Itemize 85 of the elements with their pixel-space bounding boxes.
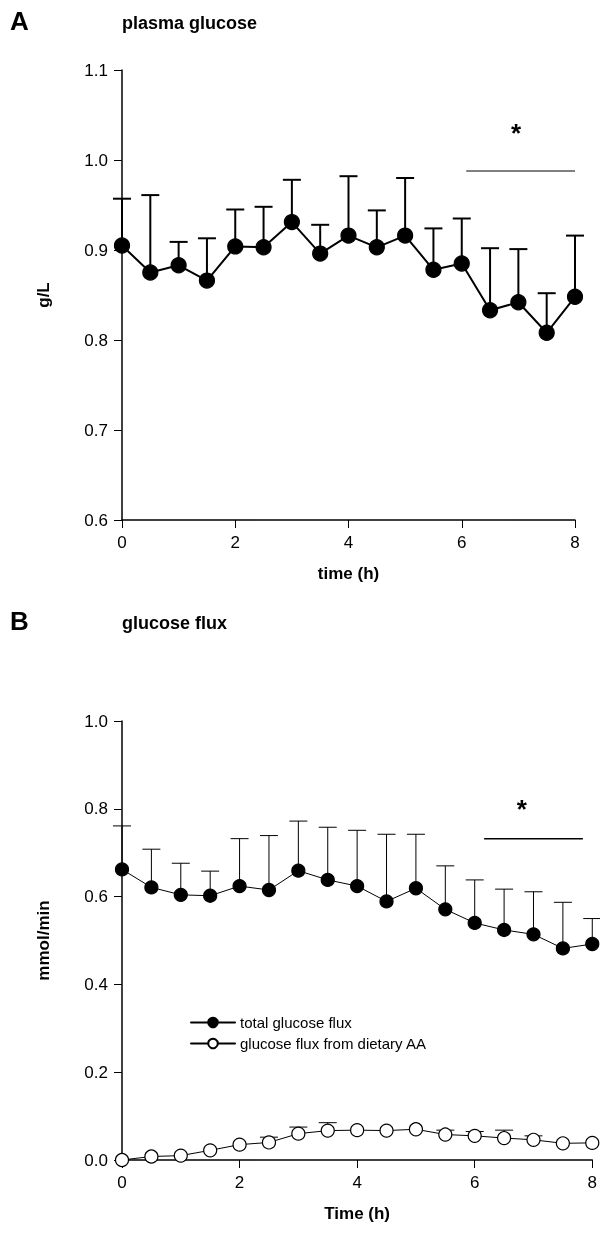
x-axis-title: time (h) [317, 564, 380, 583]
point [425, 261, 442, 278]
legend-label: total glucose flux [240, 1014, 353, 1031]
point [203, 1143, 218, 1158]
text: B [10, 606, 29, 636]
point [320, 1123, 335, 1138]
point [555, 941, 570, 956]
point [340, 227, 357, 244]
x-tick-label: 4 [352, 1173, 362, 1192]
x-tick-label: 2 [230, 533, 240, 552]
point [497, 1130, 512, 1146]
point [312, 245, 329, 262]
point [585, 936, 600, 952]
point [173, 1148, 188, 1163]
point [526, 927, 541, 942]
point [510, 294, 527, 311]
point [113, 237, 131, 254]
point [114, 1152, 130, 1168]
point [232, 878, 247, 894]
y-tick-label: 0.8 [84, 330, 108, 350]
point [261, 882, 277, 898]
x-tick-label: 4 [343, 533, 354, 552]
point [114, 862, 130, 877]
point [438, 902, 453, 917]
point [453, 255, 470, 272]
point [481, 302, 499, 319]
point [320, 872, 335, 888]
point [142, 264, 159, 281]
y-tick-label: 0.6 [84, 887, 108, 907]
point [467, 915, 482, 931]
point [408, 881, 424, 896]
point [291, 1126, 306, 1141]
point [497, 922, 512, 938]
point [397, 227, 414, 244]
point [144, 880, 159, 895]
point [198, 272, 216, 289]
point [283, 214, 300, 231]
y-tick-label: 0.9 [84, 240, 108, 260]
x-tick-label: 0 [117, 1173, 127, 1192]
point [408, 1122, 424, 1137]
point [291, 863, 306, 878]
point [526, 1132, 541, 1147]
point [227, 238, 244, 255]
text: A [10, 6, 29, 36]
point [379, 1123, 394, 1138]
x-tick-label: 0 [117, 533, 127, 552]
x-tick-label: 8 [570, 533, 580, 552]
y-tick-label: 0.8 [84, 799, 108, 819]
point [368, 239, 385, 256]
annotation: * [516, 793, 528, 824]
y-axis-title: mmol/min [34, 900, 53, 981]
y-tick-label: 1.1 [84, 60, 108, 80]
point [350, 1123, 365, 1138]
point [203, 888, 218, 903]
point [566, 288, 584, 305]
x-tick-label: 6 [457, 533, 467, 552]
point [170, 257, 187, 274]
point [255, 239, 272, 256]
annotation: * [511, 118, 523, 148]
point [467, 1128, 482, 1143]
x-axis-title: Time (h) [324, 1204, 391, 1223]
point [173, 887, 188, 902]
y-tick-label: 0.7 [84, 420, 108, 440]
chart-title: glucose flux [122, 613, 228, 633]
y-tick-label: 0.6 [84, 510, 108, 530]
x-tick-label: 8 [587, 1173, 598, 1192]
legend-label: glucose flux from dietary AA [240, 1035, 426, 1052]
y-tick-label: 1.0 [84, 150, 108, 170]
y-tick-label: 1.0 [84, 711, 108, 731]
point [379, 894, 394, 909]
point [538, 324, 555, 341]
y-tick-label: 0.0 [84, 1150, 108, 1170]
chart-title: plasma glucose [122, 13, 258, 33]
point [144, 1149, 159, 1164]
y-tick-label: 0.4 [84, 974, 108, 994]
point [585, 1135, 600, 1150]
point [438, 1127, 453, 1142]
x-tick-label: 6 [469, 1173, 480, 1192]
point [261, 1135, 277, 1150]
point [350, 878, 365, 894]
y-tick-label: 0.2 [84, 1062, 108, 1082]
y-axis-title: g/L [34, 282, 53, 308]
x-tick-label: 2 [234, 1173, 245, 1192]
point [232, 1137, 247, 1152]
point [555, 1136, 570, 1151]
